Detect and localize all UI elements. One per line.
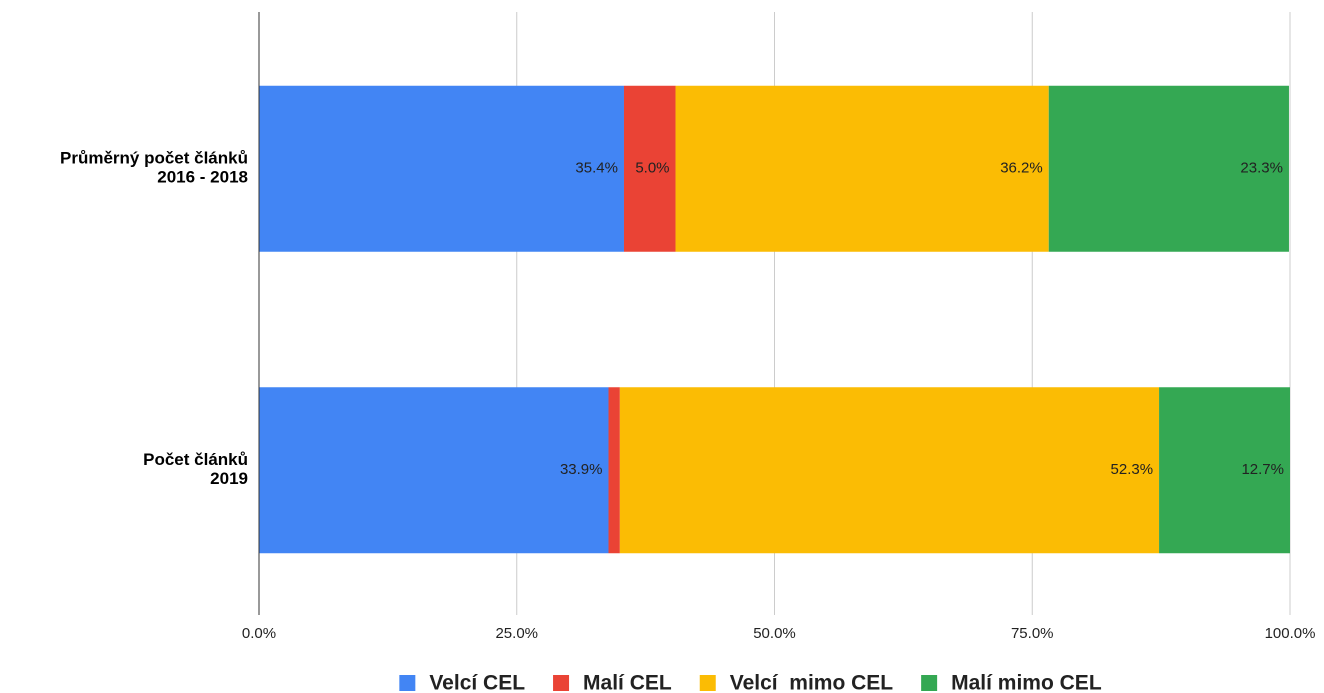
bar-segment	[259, 387, 609, 554]
data-label: 52.3%	[1111, 461, 1154, 478]
legend-label: Velcí mimo CEL	[730, 672, 894, 693]
x-tick-label: 75.0%	[1011, 625, 1054, 642]
x-tick-label: 25.0%	[495, 625, 538, 642]
x-tick-label: 100.0%	[1265, 625, 1316, 642]
legend-label: Malí mimo CEL	[951, 672, 1102, 693]
data-label: 36.2%	[1000, 160, 1043, 177]
bar-segment	[1048, 85, 1289, 252]
legend-swatch	[399, 675, 416, 691]
legend-swatch	[553, 675, 570, 691]
x-tick-label: 50.0%	[753, 625, 796, 642]
data-label: 12.7%	[1241, 461, 1284, 478]
data-label: 5.0%	[635, 160, 669, 177]
bar-segment	[619, 387, 1160, 554]
legend-label: Velcí CEL	[429, 672, 525, 693]
bar-segment	[675, 85, 1049, 252]
category-label: Průměrný počet článků 2016 - 2018	[60, 149, 248, 187]
bar-segment	[608, 387, 620, 554]
bar-segment	[259, 85, 624, 252]
bar-segment	[1159, 387, 1290, 554]
x-tick-label: 0.0%	[242, 625, 276, 642]
data-label: 33.9%	[560, 461, 603, 478]
category-label: Počet článků 2019	[143, 450, 248, 488]
data-label: 35.4%	[575, 160, 618, 177]
data-label: 23.3%	[1240, 160, 1283, 177]
legend-label: Malí CEL	[583, 672, 672, 693]
bar-segment	[623, 85, 676, 252]
legend-swatch	[921, 675, 938, 691]
legend-swatch	[699, 675, 716, 691]
